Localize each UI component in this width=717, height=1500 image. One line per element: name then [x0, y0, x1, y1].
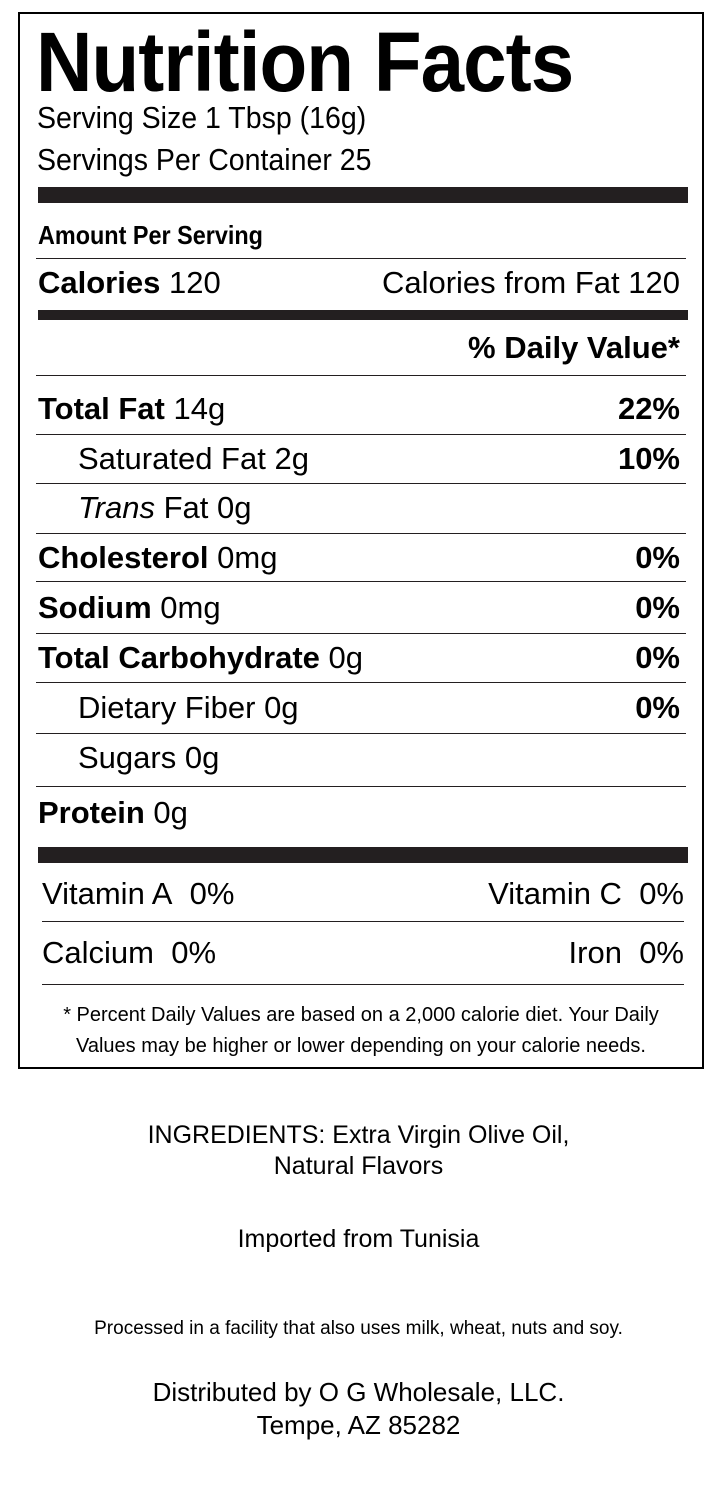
- panel-title: Nutrition Facts: [36, 15, 574, 109]
- divider: [36, 375, 686, 376]
- servings-per-container: Servings Per Container 25: [37, 142, 372, 177]
- nutrient-row-protein: Protein 0g: [38, 795, 188, 830]
- nutrient-row-cholesterol: Cholesterol 0mg 0%: [38, 540, 680, 575]
- calories-label: Calories: [38, 265, 161, 300]
- calories-row: Calories 120 Calories from Fat 120: [38, 267, 680, 298]
- ingredients: INGREDIENTS: Extra Virgin Olive Oil, Nat…: [147, 1121, 570, 1180]
- divider: [36, 633, 686, 634]
- amount-per-serving: Amount Per Serving: [38, 220, 263, 250]
- calories-value: 120: [168, 265, 221, 300]
- footnote: * Percent Daily Values are based on a 2,…: [63, 1004, 659, 1057]
- serving-size: Serving Size 1 Tbsp (16g): [37, 100, 367, 135]
- allergen-statement: Processed in a facility that also uses m…: [94, 1318, 623, 1339]
- thick-divider: [38, 187, 688, 203]
- divider: [42, 984, 684, 985]
- calories-from-fat: Calories from Fat 120: [381, 265, 680, 300]
- divider: [36, 733, 686, 734]
- divider: [36, 682, 686, 683]
- daily-value-header-row: % Daily Value*: [38, 332, 680, 363]
- country-of-origin: Imported from Tunisia: [237, 1225, 480, 1253]
- distributor: Distributed by O G Wholesale, LLC. Tempe…: [152, 1377, 565, 1440]
- thick-divider: [38, 847, 688, 863]
- divider: [36, 533, 686, 534]
- divider: [36, 786, 686, 787]
- nutrient-row-total-carbohydrate: Total Carbohydrate 0g 0%: [38, 640, 680, 675]
- vitamin-row-2: Calcium 0% Iron 0%: [42, 935, 684, 970]
- nutrient-row-sodium: Sodium 0mg 0%: [38, 590, 680, 625]
- nutrient-row-total-fat: Total Fat 14g 22%: [38, 391, 680, 426]
- nutrient-row-trans-fat: Trans Fat 0g: [78, 490, 252, 525]
- nutrient-row-dietary-fiber: Dietary Fiber 0g 0%: [78, 690, 680, 725]
- divider: [36, 483, 686, 484]
- nutrient-row-sugars: Sugars 0g: [78, 740, 220, 775]
- nutrient-row-saturated-fat: Saturated Fat 2g 10%: [78, 441, 680, 476]
- divider: [36, 434, 686, 435]
- divider: [36, 258, 686, 259]
- vitamin-row-1: Vitamin A 0% Vitamin C 0%: [42, 876, 684, 911]
- daily-value-header: % Daily Value*: [468, 330, 680, 365]
- divider: [36, 581, 686, 582]
- nutrition-facts-panel: Nutrition Facts Serving Size 1 Tbsp (16g…: [18, 12, 704, 1069]
- divider: [42, 921, 684, 922]
- medium-divider: [38, 310, 688, 320]
